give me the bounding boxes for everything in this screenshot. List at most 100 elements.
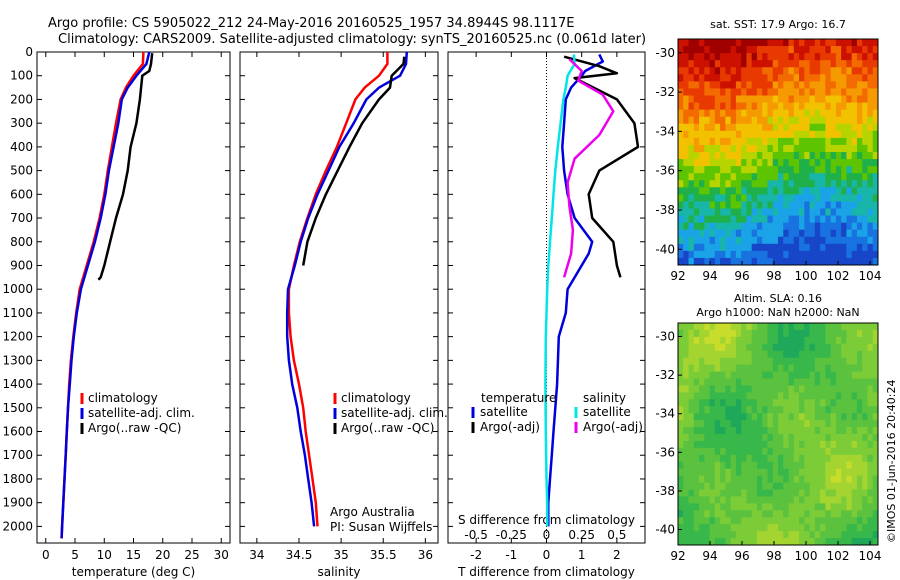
heatmap-cell [814, 152, 821, 160]
heatmap-cell [756, 152, 763, 160]
heatmap-cell [783, 434, 789, 442]
heatmap-cell [714, 81, 721, 89]
heatmap-cell [788, 427, 795, 435]
heatmap-cell [851, 222, 858, 231]
heatmap-cell [725, 81, 732, 89]
heatmap-cell [825, 88, 832, 96]
heatmap-cell [820, 123, 826, 132]
heatmap-cell [730, 329, 737, 338]
heatmap-cell [799, 350, 805, 359]
heatmap-cell [809, 489, 816, 497]
heatmap-cell [804, 329, 810, 338]
heatmap-cell [714, 67, 721, 75]
heatmap-cell [735, 46, 742, 54]
heatmap-cell [688, 392, 695, 400]
heatmap-cell [693, 46, 700, 54]
heatmap-cell [751, 510, 758, 518]
heatmap-cell [804, 243, 810, 252]
heatmap-cell [825, 67, 832, 75]
heatmap-cell [762, 440, 768, 449]
heatmap-cell [793, 137, 800, 146]
heatmap-cell [830, 385, 837, 393]
heatmap-cell [688, 144, 695, 153]
heatmap-cell [793, 329, 800, 338]
heatmap-cell [862, 215, 868, 224]
heatmap-cell [809, 180, 816, 188]
heatmap-cell [872, 201, 879, 209]
heatmap-cell [872, 159, 879, 167]
legend-entry: climatology [341, 391, 411, 405]
heatmap-cell [872, 329, 879, 338]
heatmap-cell [735, 413, 742, 421]
heatmap-cell [772, 385, 779, 393]
heatmap-cell [830, 123, 837, 132]
heatmap-cell [841, 53, 847, 61]
heatmap-cell [720, 385, 726, 393]
heatmap-cell [772, 420, 779, 428]
heatmap-cell [772, 531, 779, 539]
heatmap-cell [756, 180, 763, 188]
heatmap-cell [730, 475, 737, 483]
heatmap-cell [772, 364, 779, 372]
heatmap-cell [783, 343, 789, 352]
heatmap-cell [872, 130, 879, 139]
heatmap-cell [778, 371, 784, 379]
heatmap-cell [741, 392, 747, 400]
heatmap-cell [778, 222, 784, 231]
heatmap-cell [767, 343, 774, 352]
heatmap-cell [683, 116, 689, 125]
heatmap-cell [735, 440, 742, 449]
heatmap-cell [709, 489, 716, 497]
heatmap-cell [735, 427, 742, 435]
heatmap-cell [830, 371, 837, 379]
heatmap-cell [683, 336, 689, 345]
heatmap-cell [835, 475, 842, 483]
heatmap-cell [678, 144, 684, 153]
x-top-tick-label: 0 [543, 528, 551, 542]
heatmap-cell [678, 173, 684, 181]
panel-salinity: 34 34.5 35 35.5 36salinityclimatologysatelli… [239, 51, 448, 579]
heatmap-cell [714, 137, 721, 146]
heatmap-cell [746, 336, 753, 345]
heatmap-cell [804, 159, 810, 167]
heatmap-cell [835, 137, 842, 146]
heatmap-cell [804, 215, 810, 224]
heatmap-cell [730, 385, 737, 393]
heatmap-cell [688, 194, 695, 202]
heatmap-cell [783, 364, 789, 372]
heatmap-cell [830, 447, 837, 456]
heatmap-cell [830, 454, 837, 463]
x-tick-label: 96 [734, 269, 749, 283]
heatmap-cell [825, 357, 832, 366]
heatmap-cell [688, 461, 695, 470]
heatmap-cell [830, 144, 837, 153]
heatmap-cell [841, 201, 847, 209]
heatmap-cell [704, 434, 710, 442]
heatmap-cell [772, 137, 779, 146]
heatmap-cell [856, 447, 863, 456]
heatmap-cell [799, 447, 805, 456]
heatmap-cell [814, 350, 821, 359]
heatmap-cell [693, 489, 700, 497]
heatmap-cell [735, 173, 742, 181]
heatmap-cell [735, 180, 742, 188]
legend-entry: satellite-adj. clim. [88, 406, 195, 420]
heatmap-cell [856, 116, 863, 125]
heatmap-cell [872, 123, 879, 132]
heatmap-cell [867, 385, 874, 393]
heatmap-cell [683, 102, 689, 111]
heatmap-cell [835, 503, 842, 511]
y-tick-label: -34 [655, 407, 675, 421]
heatmap-cell [735, 503, 742, 511]
heatmap-cell [872, 538, 879, 546]
x-tick-label: 10 [97, 548, 112, 562]
heatmap-cell [772, 60, 779, 68]
heatmap-cell [846, 123, 853, 132]
heatmap-cell [678, 53, 684, 61]
heatmap-cell [862, 503, 868, 511]
heatmap-cell [846, 243, 853, 252]
heatmap-cell [714, 222, 721, 231]
heatmap-cell [809, 392, 816, 400]
heatmap-cell [809, 116, 816, 125]
heatmap-cell [809, 130, 816, 139]
